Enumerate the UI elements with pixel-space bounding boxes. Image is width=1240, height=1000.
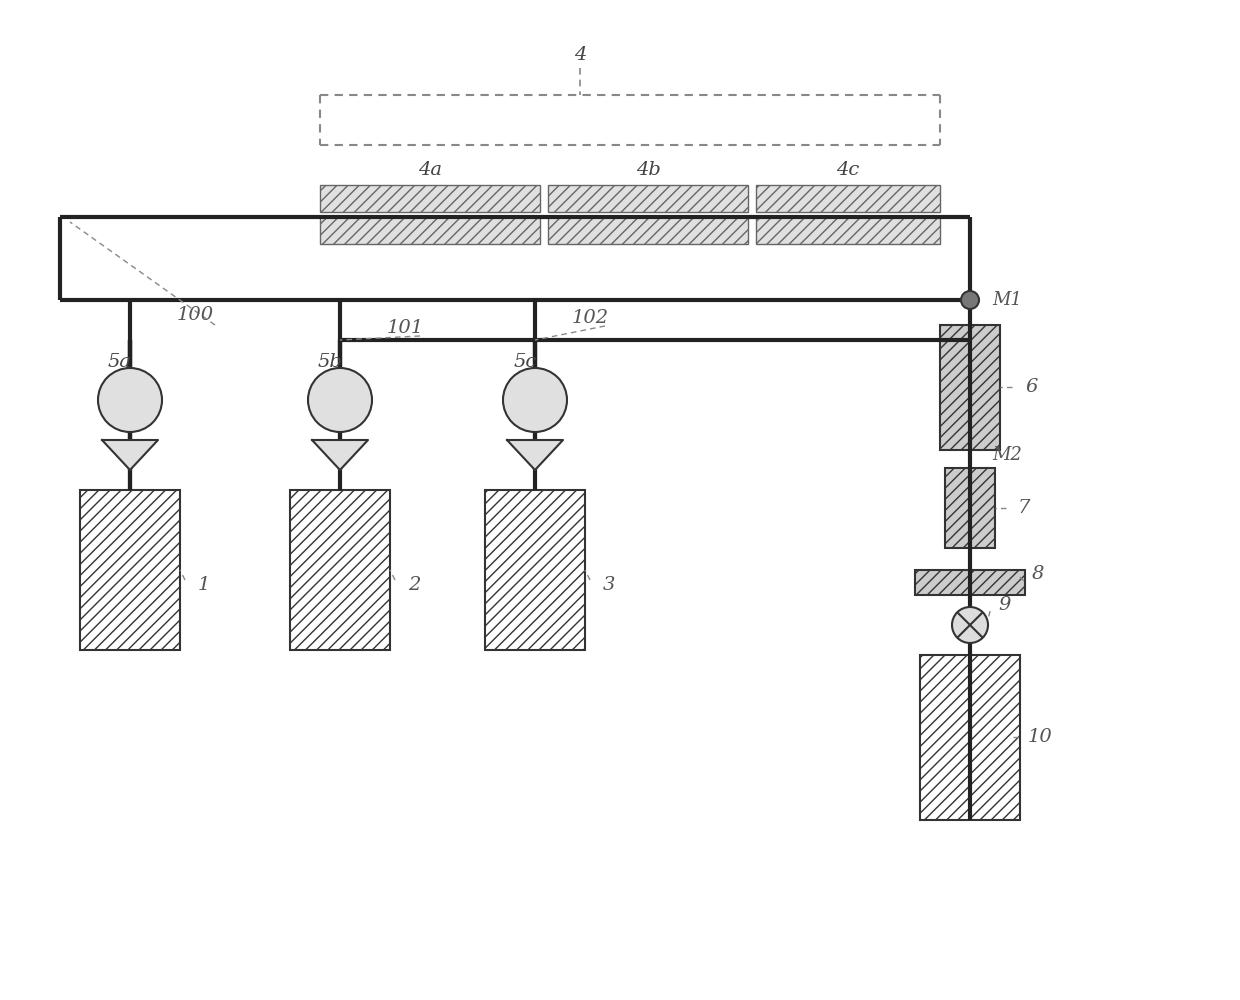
Text: 7: 7 bbox=[1018, 499, 1030, 517]
Bar bbox=[290, 490, 391, 650]
Text: 4c: 4c bbox=[836, 161, 859, 179]
Text: 4b: 4b bbox=[636, 161, 661, 179]
Bar bbox=[756, 185, 940, 212]
Bar bbox=[81, 490, 180, 650]
Text: 4: 4 bbox=[574, 46, 587, 64]
Circle shape bbox=[961, 291, 980, 309]
Bar bbox=[320, 185, 539, 212]
Text: 5c: 5c bbox=[513, 353, 537, 371]
Text: M1: M1 bbox=[992, 291, 1022, 309]
Text: 5b: 5b bbox=[317, 353, 342, 371]
Text: 8: 8 bbox=[1032, 565, 1044, 583]
Text: 1: 1 bbox=[198, 576, 211, 594]
Text: 9: 9 bbox=[998, 596, 1011, 614]
Bar bbox=[940, 325, 999, 450]
Bar bbox=[945, 468, 994, 548]
Circle shape bbox=[503, 368, 567, 432]
Text: 5a: 5a bbox=[108, 353, 131, 371]
Bar bbox=[920, 655, 1021, 820]
Text: 2: 2 bbox=[408, 576, 420, 594]
Text: 3: 3 bbox=[603, 576, 615, 594]
Bar bbox=[756, 217, 940, 244]
Text: 100: 100 bbox=[176, 306, 213, 324]
Circle shape bbox=[308, 368, 372, 432]
Bar bbox=[485, 490, 585, 650]
Bar bbox=[320, 217, 539, 244]
Text: 102: 102 bbox=[572, 309, 609, 327]
Bar bbox=[548, 217, 748, 244]
Text: 101: 101 bbox=[387, 319, 424, 337]
Bar bbox=[915, 570, 1025, 595]
Text: M2: M2 bbox=[992, 446, 1022, 464]
Polygon shape bbox=[102, 440, 157, 470]
Text: 4a: 4a bbox=[418, 161, 441, 179]
Bar bbox=[548, 185, 748, 212]
Polygon shape bbox=[507, 440, 563, 470]
Text: 6: 6 bbox=[1025, 378, 1038, 396]
Circle shape bbox=[98, 368, 162, 432]
Polygon shape bbox=[312, 440, 368, 470]
Circle shape bbox=[952, 607, 988, 643]
Text: 10: 10 bbox=[1028, 728, 1053, 746]
